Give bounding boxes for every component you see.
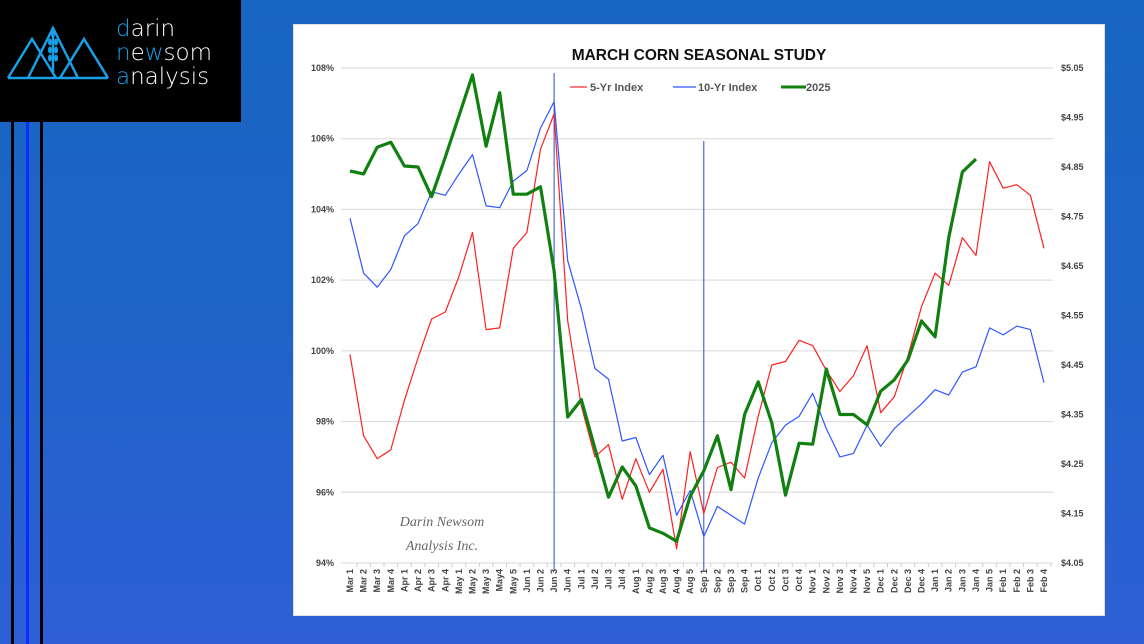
chart-panel: 94% 96% 98% 100% 102% 104% 106% 108% $4.05 $4.15 $… [293,24,1105,616]
series-line-2025 [349,73,978,543]
x-tick-label: Aug 1 [631,569,641,594]
decorative-line [11,122,14,644]
x-tick-label: Jun 2 [536,569,546,593]
left-tick-label: 104% [311,204,334,214]
watermark-line-1: Darin Newsom [399,515,484,530]
left-tick-label: 108% [311,63,334,73]
x-tick-label: Feb 3 [1025,569,1035,593]
chart-title: MARCH CORN SEASONAL STUDY [572,47,827,64]
x-tick-label: Sep 2 [712,569,722,593]
x-tick-label: Jan 3 [957,569,967,592]
right-tick-label: $4.05 [1061,558,1084,568]
x-tick-label: Aug 3 [658,569,668,594]
logo: darin newsom analysis [0,0,241,122]
x-tick-label: Mar 3 [372,569,382,593]
x-tick-label: Nov 1 [808,569,818,594]
x-tick-label: Jul 1 [576,569,586,590]
x-tick-label: Dec 2 [889,569,899,593]
logo-letter: n [116,40,131,66]
right-tick-label: $4.25 [1061,459,1084,469]
watermark-line-2: Analysis Inc. [405,539,478,554]
x-tick-label: Sep 3 [726,569,736,593]
x-tick-label: Mar 2 [359,569,369,593]
x-tick-label: Jun 4 [563,569,573,593]
x-tick-label: Sep 4 [740,569,750,593]
x-tick-label: Nov 4 [848,569,858,594]
x-tick-label: Jul 4 [617,569,627,590]
x-tick-label: Dec 1 [876,569,886,593]
decorative-line [40,122,43,644]
logo-letter: e [130,40,145,66]
x-tick-label: Jan 1 [930,569,940,592]
left-tick-label: 98% [316,417,334,427]
right-tick-label: $4.75 [1061,212,1084,222]
logo-word: arin [130,16,176,42]
logo-word: nalysis [130,64,210,90]
x-tick-label: Jan 4 [971,569,981,592]
left-tick-label: 100% [311,346,334,356]
mountain-wheat-icon [6,25,110,80]
x-tick-label: Feb 1 [998,569,1008,593]
right-tick-label: $4.85 [1061,162,1084,172]
logo-letter: a [116,64,131,90]
x-tick-label: Dec 3 [903,569,913,593]
x-tick-label: Oct 1 [753,569,763,592]
decorative-line [26,122,29,644]
right-tick-label: $4.95 [1061,113,1084,123]
x-tick-label: Jun 3 [549,569,559,593]
legend-label-2025: 2025 [806,82,830,94]
x-tick-label: Feb 2 [1012,569,1022,593]
right-tick-label: $4.65 [1061,261,1084,271]
x-tick-label: Oct 3 [780,569,790,592]
x-tick-label: Aug 2 [644,569,654,594]
x-tick-label: Nov 2 [821,569,831,594]
right-tick-label: $4.15 [1061,509,1084,519]
logo-word: som [163,40,213,66]
x-tick-label: Jul 3 [604,569,614,590]
x-tick-label: May 5 [508,569,518,594]
x-tick-label: May 1 [454,569,464,594]
logo-letter: w [144,40,164,66]
right-tick-label: $4.45 [1061,360,1084,370]
x-tick-label: Jan 5 [985,569,995,592]
x-tick-label: Mar 4 [386,569,396,593]
right-tick-label: $5.05 [1061,63,1084,73]
legend-label-10yr: 10-Yr Index [698,82,758,94]
series-line-10-yr-index [349,100,1045,538]
x-tick-label: Apr 4 [440,569,450,592]
x-tick-label: Apr 2 [413,569,423,592]
x-tick-label: Apr 1 [399,569,409,592]
x-tick-label: Jan 2 [944,569,954,592]
x-tick-label: May4 [495,569,505,592]
x-tick-label: Apr 3 [427,569,437,592]
x-tick-label: Mar 1 [345,569,355,593]
logo-letter: d [116,16,131,42]
x-tick-label: Sep 1 [699,569,709,593]
x-tick-label: Nov 3 [835,569,845,594]
x-tick-label: Oct 2 [767,569,777,592]
logo-text: darin newsom analysis [116,17,212,89]
x-tick-label: Jul 2 [590,569,600,590]
right-tick-label: $4.35 [1061,410,1084,420]
x-tick-label: Feb 4 [1039,569,1049,593]
left-tick-label: 106% [311,134,334,144]
left-tick-label: 102% [311,275,334,285]
left-tick-label: 96% [316,487,334,497]
x-tick-label: May 2 [467,569,477,594]
x-tick-label: Aug 4 [672,569,682,594]
x-tick-label: Jun 1 [522,569,532,593]
left-tick-label: 94% [316,558,334,568]
x-tick-label: Oct 4 [794,569,804,592]
x-tick-label: Nov 5 [862,569,872,594]
x-tick-label: Aug 5 [685,569,695,594]
x-tick-label: Dec 4 [917,569,927,593]
legend-label-5yr: 5-Yr Index [590,82,644,94]
legend: 5-Yr Index 10-Yr Index 2025 [570,82,830,94]
x-tick-label: May 3 [481,569,491,594]
seasonal-chart: 94% 96% 98% 100% 102% 104% 106% 108% $4.05 $4.15 $… [311,47,1084,594]
right-tick-label: $4.55 [1061,311,1084,321]
